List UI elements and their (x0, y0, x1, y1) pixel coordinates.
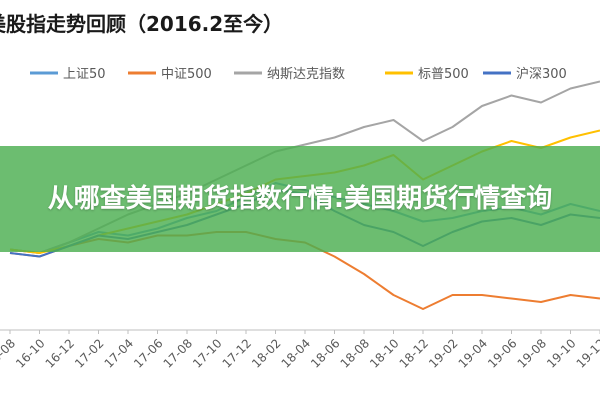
x-tick-label: 17-06 (131, 336, 166, 371)
legend-item: 上证50 (30, 67, 106, 82)
x-tick-label: 19-04 (456, 336, 491, 371)
x-tick-label: 18-04 (279, 336, 314, 371)
legend-label: 标普500 (418, 67, 469, 82)
chart-title: 美股指走势回顾（2016.2至今） (0, 12, 284, 36)
x-tick-label: 17-12 (220, 336, 255, 371)
legend-label: 上证50 (63, 67, 106, 82)
x-tick-labels: 15-0816-1016-1217-0217-0417-0617-0817-10… (0, 330, 600, 371)
x-tick-label: 19-08 (515, 336, 550, 371)
x-tick-label: 18-06 (308, 336, 343, 371)
x-tick-label: 17-02 (72, 336, 107, 371)
legend-label: 沪深300 (516, 66, 567, 82)
overlay-banner: 从哪查美国期货指数行情:美国期货行情查询 (0, 146, 600, 252)
x-tick-label: 17-04 (102, 336, 137, 371)
x-tick-label: 19-10 (544, 336, 579, 371)
x-tick-label: 19-06 (485, 336, 520, 371)
legend-item: 中证500 (128, 67, 212, 82)
x-tick-label: 17-08 (161, 336, 196, 371)
legend-item: 沪深300 (483, 66, 567, 82)
x-tick-label: 18-12 (397, 336, 432, 371)
x-tick-label: 17-10 (190, 336, 225, 371)
legend-item: 纳斯达克指数 (234, 67, 345, 82)
x-tick-label: 19-02 (426, 336, 461, 371)
chart-legend: 上证50 中证500 纳斯达克指数 标普500 沪深300 (30, 66, 567, 82)
x-tick-label: 18-02 (249, 336, 284, 371)
banner-title: 从哪查美国期货指数行情:美国期货行情查询 (47, 184, 553, 214)
x-tick-label: 15-08 (0, 336, 18, 371)
legend-label: 纳斯达克指数 (267, 67, 345, 82)
x-tick-label: 16-10 (13, 336, 48, 371)
legend-item: 标普500 (385, 67, 469, 82)
x-tick-label: 18-08 (338, 336, 373, 371)
legend-label: 中证500 (161, 67, 212, 82)
x-tick-label: 18-10 (367, 336, 402, 371)
x-tick-label: 16-12 (43, 336, 78, 371)
x-tick-label: 19-12 (574, 336, 600, 371)
